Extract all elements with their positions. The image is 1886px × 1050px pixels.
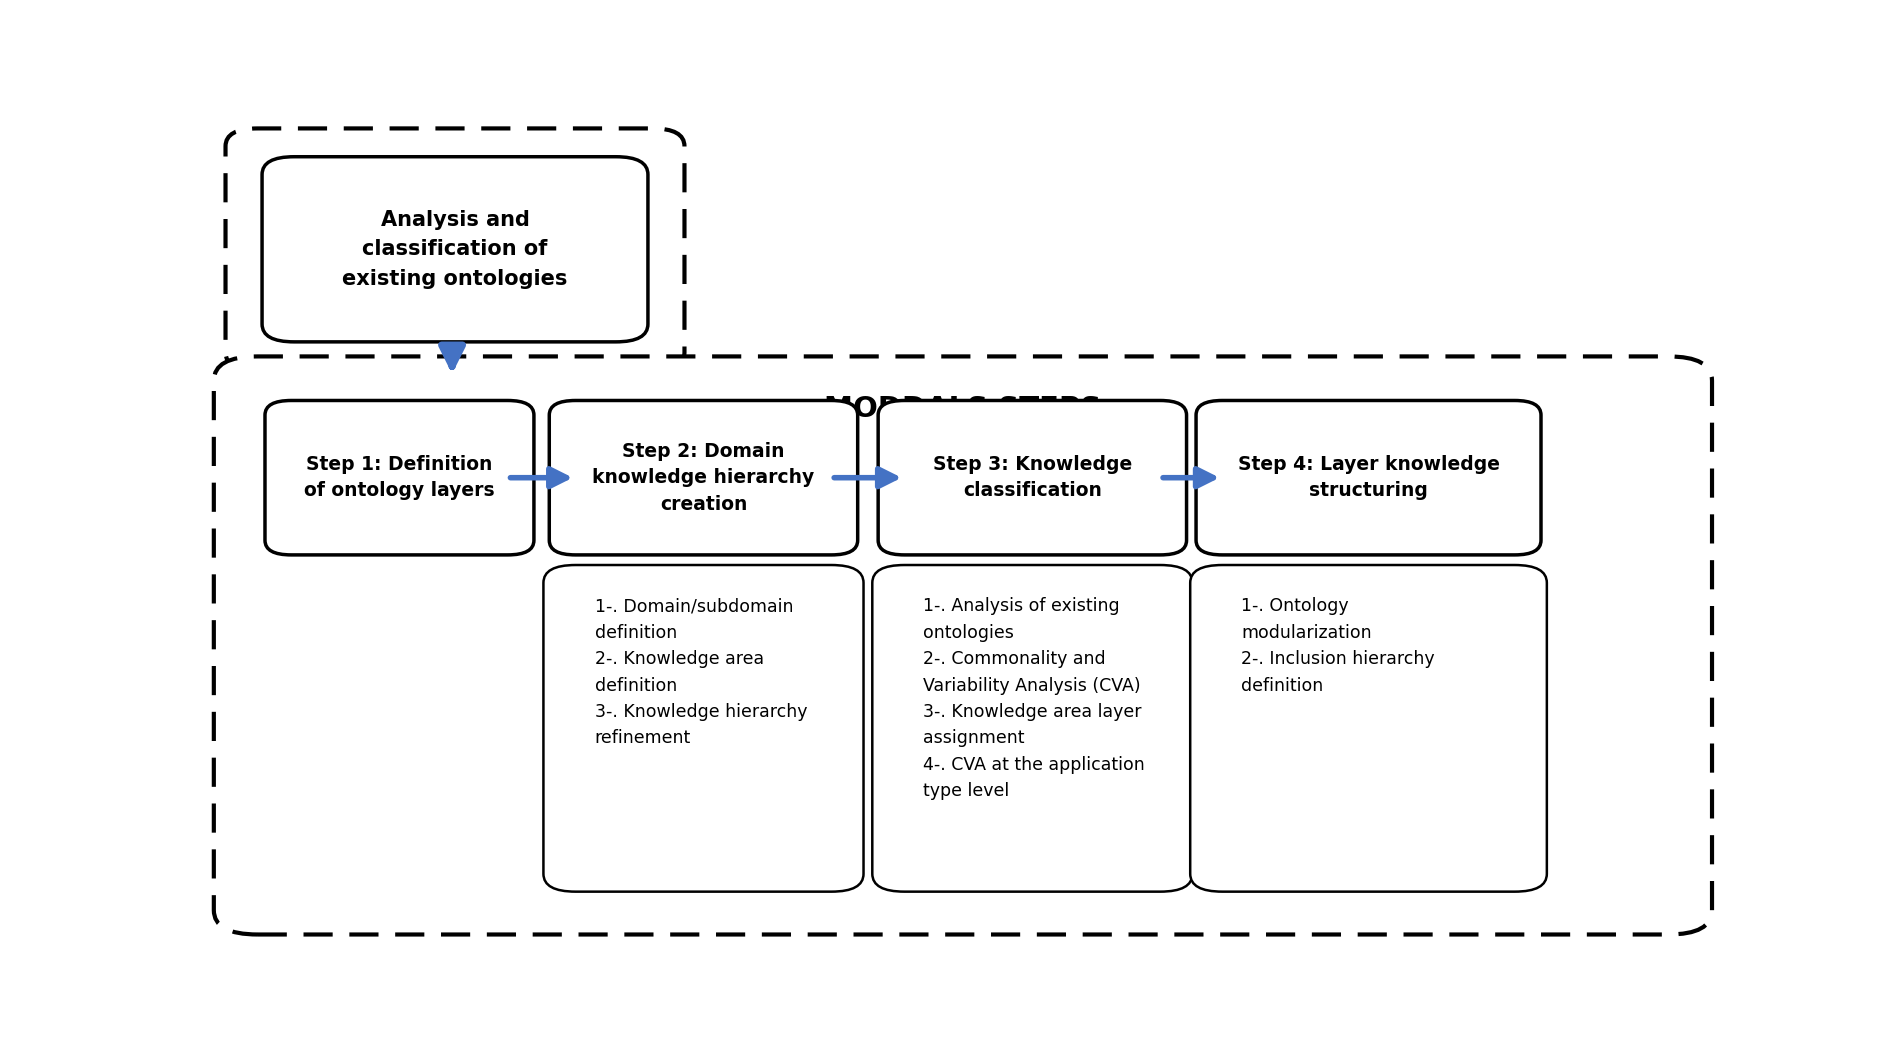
Text: Analysis and
classification of
existing ontologies: Analysis and classification of existing …	[343, 210, 568, 289]
FancyBboxPatch shape	[1196, 400, 1541, 554]
Text: Step 4: Layer knowledge
structuring: Step 4: Layer knowledge structuring	[1237, 455, 1499, 501]
Text: Step 3: Knowledge
classification: Step 3: Knowledge classification	[934, 455, 1132, 501]
FancyBboxPatch shape	[543, 565, 864, 891]
Text: 1-. Domain/subdomain
definition
2-. Knowledge area
definition
3-. Knowledge hier: 1-. Domain/subdomain definition 2-. Know…	[594, 597, 807, 748]
FancyBboxPatch shape	[262, 156, 649, 342]
FancyBboxPatch shape	[213, 356, 1712, 934]
FancyBboxPatch shape	[873, 565, 1192, 891]
FancyBboxPatch shape	[1190, 565, 1547, 891]
Text: 1-. Ontology
modularization
2-. Inclusion hierarchy
definition: 1-. Ontology modularization 2-. Inclusio…	[1241, 597, 1435, 694]
Text: Step 1: Definition
of ontology layers: Step 1: Definition of ontology layers	[304, 455, 494, 501]
Text: PRELIMINARY STEPS: PRELIMINARY STEPS	[304, 163, 607, 188]
Text: MODDALS STEPS: MODDALS STEPS	[824, 395, 1101, 423]
Text: Step 2: Domain
knowledge hierarchy
creation: Step 2: Domain knowledge hierarchy creat…	[592, 442, 815, 513]
FancyBboxPatch shape	[226, 128, 685, 371]
Text: 1-. Analysis of existing
ontologies
2-. Commonality and
Variability Analysis (CV: 1-. Analysis of existing ontologies 2-. …	[924, 597, 1145, 800]
FancyBboxPatch shape	[879, 400, 1186, 554]
FancyBboxPatch shape	[264, 400, 534, 554]
FancyBboxPatch shape	[549, 400, 858, 554]
